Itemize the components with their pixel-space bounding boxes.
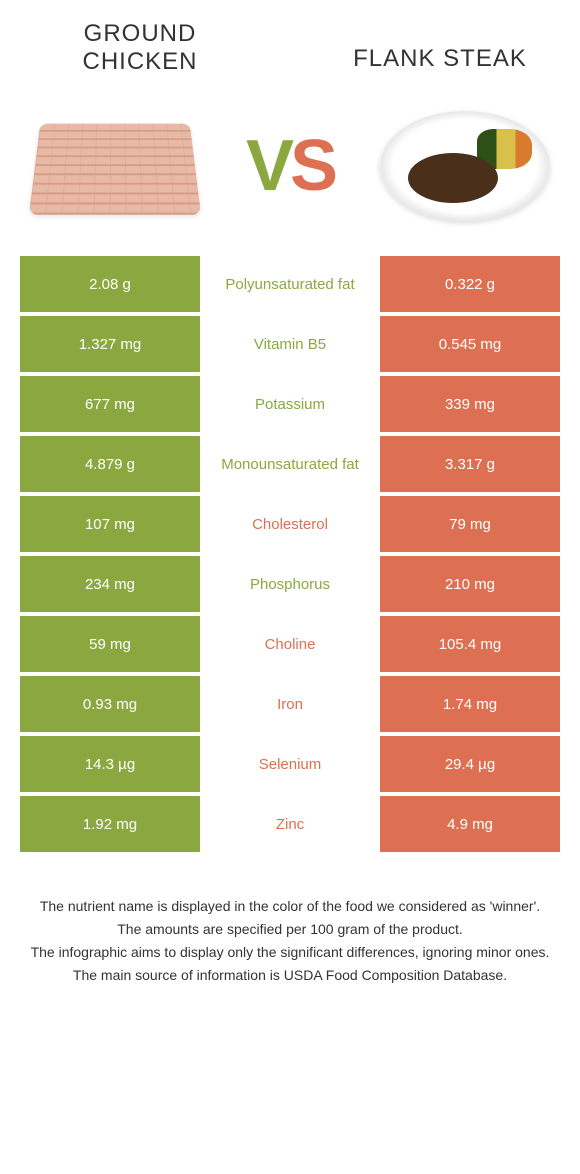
nutrient-label: Choline [200,616,380,672]
footer-line: The main source of information is USDA F… [30,965,550,986]
table-row: 0.93 mgIron1.74 mg [20,676,560,732]
nutrient-label: Polyunsaturated fat [200,256,380,312]
nutrient-label: Zinc [200,796,380,852]
ground-chicken-icon [29,124,201,215]
value-left: 677 mg [20,376,200,432]
vs-v: V [246,126,290,206]
table-row: 4.879 gMonounsaturated fat3.317 g [20,436,560,492]
value-right: 29.4 µg [380,736,560,792]
flank-steak-icon [380,111,550,221]
title-left: Ground chicken [40,20,240,76]
nutrient-label: Cholesterol [200,496,380,552]
header: Ground chicken Flank steak [0,0,580,86]
value-left: 1.327 mg [20,316,200,372]
value-right: 0.322 g [380,256,560,312]
table-row: 59 mgCholine105.4 mg [20,616,560,672]
value-left: 2.08 g [20,256,200,312]
value-left: 0.93 mg [20,676,200,732]
table-row: 14.3 µgSelenium29.4 µg [20,736,560,792]
header-right: Flank steak [340,20,540,76]
value-left: 14.3 µg [20,736,200,792]
value-right: 0.545 mg [380,316,560,372]
table-row: 1.92 mgZinc4.9 mg [20,796,560,852]
value-right: 210 mg [380,556,560,612]
footer-line: The infographic aims to display only the… [30,942,550,963]
value-right: 79 mg [380,496,560,552]
value-left: 4.879 g [20,436,200,492]
nutrient-label: Iron [200,676,380,732]
vs-label: VS [246,125,334,207]
value-left: 107 mg [20,496,200,552]
footer-line: The nutrient name is displayed in the co… [30,896,550,917]
value-left: 59 mg [20,616,200,672]
vs-s: S [290,126,334,206]
value-left: 234 mg [20,556,200,612]
value-left: 1.92 mg [20,796,200,852]
title-right: Flank steak [340,45,540,73]
nutrient-label: Vitamin B5 [200,316,380,372]
nutrient-label: Potassium [200,376,380,432]
header-left: Ground chicken [40,20,240,76]
footer-notes: The nutrient name is displayed in the co… [0,856,580,986]
value-right: 105.4 mg [380,616,560,672]
hero-row: VS [0,86,580,256]
table-row: 234 mgPhosphorus210 mg [20,556,560,612]
nutrient-label: Selenium [200,736,380,792]
table-row: 1.327 mgVitamin B50.545 mg [20,316,560,372]
food-image-right [380,106,550,226]
table-row: 677 mgPotassium339 mg [20,376,560,432]
nutrient-label: Phosphorus [200,556,380,612]
footer-line: The amounts are specified per 100 gram o… [30,919,550,940]
table-row: 2.08 gPolyunsaturated fat0.322 g [20,256,560,312]
value-right: 4.9 mg [380,796,560,852]
value-right: 1.74 mg [380,676,560,732]
value-right: 339 mg [380,376,560,432]
comparison-table: 2.08 gPolyunsaturated fat0.322 g1.327 mg… [0,256,580,852]
nutrient-label: Monounsaturated fat [200,436,380,492]
food-image-left [30,106,200,226]
table-row: 107 mgCholesterol79 mg [20,496,560,552]
value-right: 3.317 g [380,436,560,492]
